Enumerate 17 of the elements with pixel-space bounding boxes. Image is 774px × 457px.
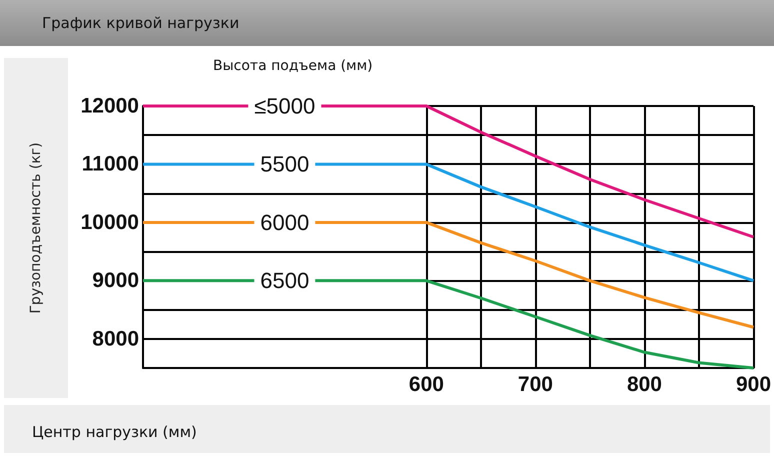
y-tick-label: 10000 — [80, 210, 139, 234]
y-tick-label: 9000 — [92, 269, 139, 292]
series-label: 5500 — [260, 152, 310, 177]
x-tick-label: 800 — [626, 373, 662, 396]
series-label: 6500 — [260, 268, 310, 294]
y-tick-label: 11000 — [82, 152, 139, 176]
x-axis-title: Центр нагрузки (мм) — [32, 423, 197, 441]
series-label: 6000 — [260, 210, 310, 235]
y-tick-label: 12000 — [80, 94, 139, 118]
y-axis-title: Грузоподъемность (кг) — [28, 142, 44, 314]
chart-title: График кривой нагрузки — [42, 14, 240, 32]
x-tick-label: 700 — [518, 373, 553, 396]
series-label: ≤5000 — [254, 94, 316, 118]
x-tick-label: 600 — [408, 373, 444, 396]
y-tick-label: 8000 — [92, 327, 139, 350]
legend-title: Высота подъема (мм) — [213, 58, 373, 74]
x-tick-label: 900 — [736, 373, 772, 396]
